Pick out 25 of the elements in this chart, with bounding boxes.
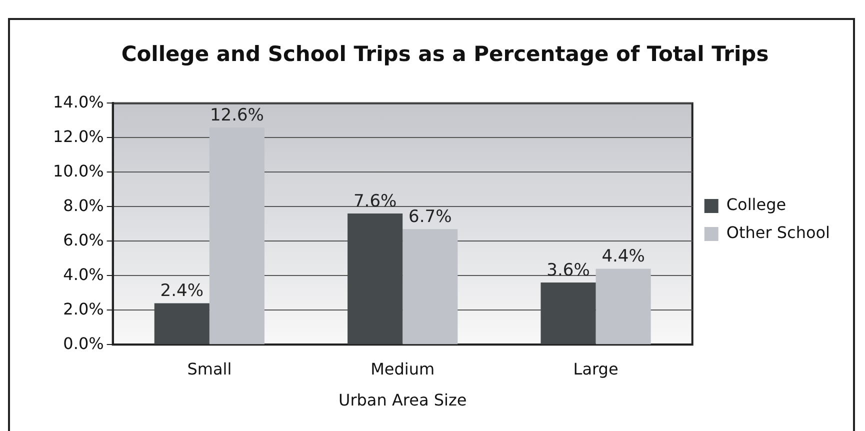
bar <box>348 214 403 344</box>
y-tick-label: 8.0% <box>63 196 104 215</box>
legend-label: Other School <box>726 223 830 242</box>
y-tick-label: 12.0% <box>53 126 104 146</box>
x-tick-label: Large <box>573 359 618 378</box>
bar <box>402 229 458 344</box>
data-label: 12.6% <box>210 105 264 126</box>
y-tick-label: 4.0% <box>63 264 104 284</box>
legend-label: College <box>726 195 786 214</box>
y-tick-label: 10.0% <box>53 161 104 180</box>
data-label: 2.4% <box>160 281 204 302</box>
bar <box>596 268 651 344</box>
bar <box>540 282 596 344</box>
y-tick-label: 0.0% <box>63 334 104 353</box>
y-tick-label: 14.0% <box>53 92 104 112</box>
y-tick-label: 2.0% <box>63 299 104 318</box>
y-tick-label: 6.0% <box>63 230 104 250</box>
data-label: 6.7% <box>408 206 452 227</box>
x-axis-title: Urban Area Size <box>338 390 467 410</box>
x-tick-label: Small <box>187 359 232 378</box>
chart-title: College and School Trips as a Percentage of Total Trips <box>121 42 769 66</box>
bar <box>209 127 264 344</box>
x-tick-label: Medium <box>370 359 435 378</box>
data-label: 4.4% <box>602 246 645 267</box>
bar <box>154 303 210 344</box>
